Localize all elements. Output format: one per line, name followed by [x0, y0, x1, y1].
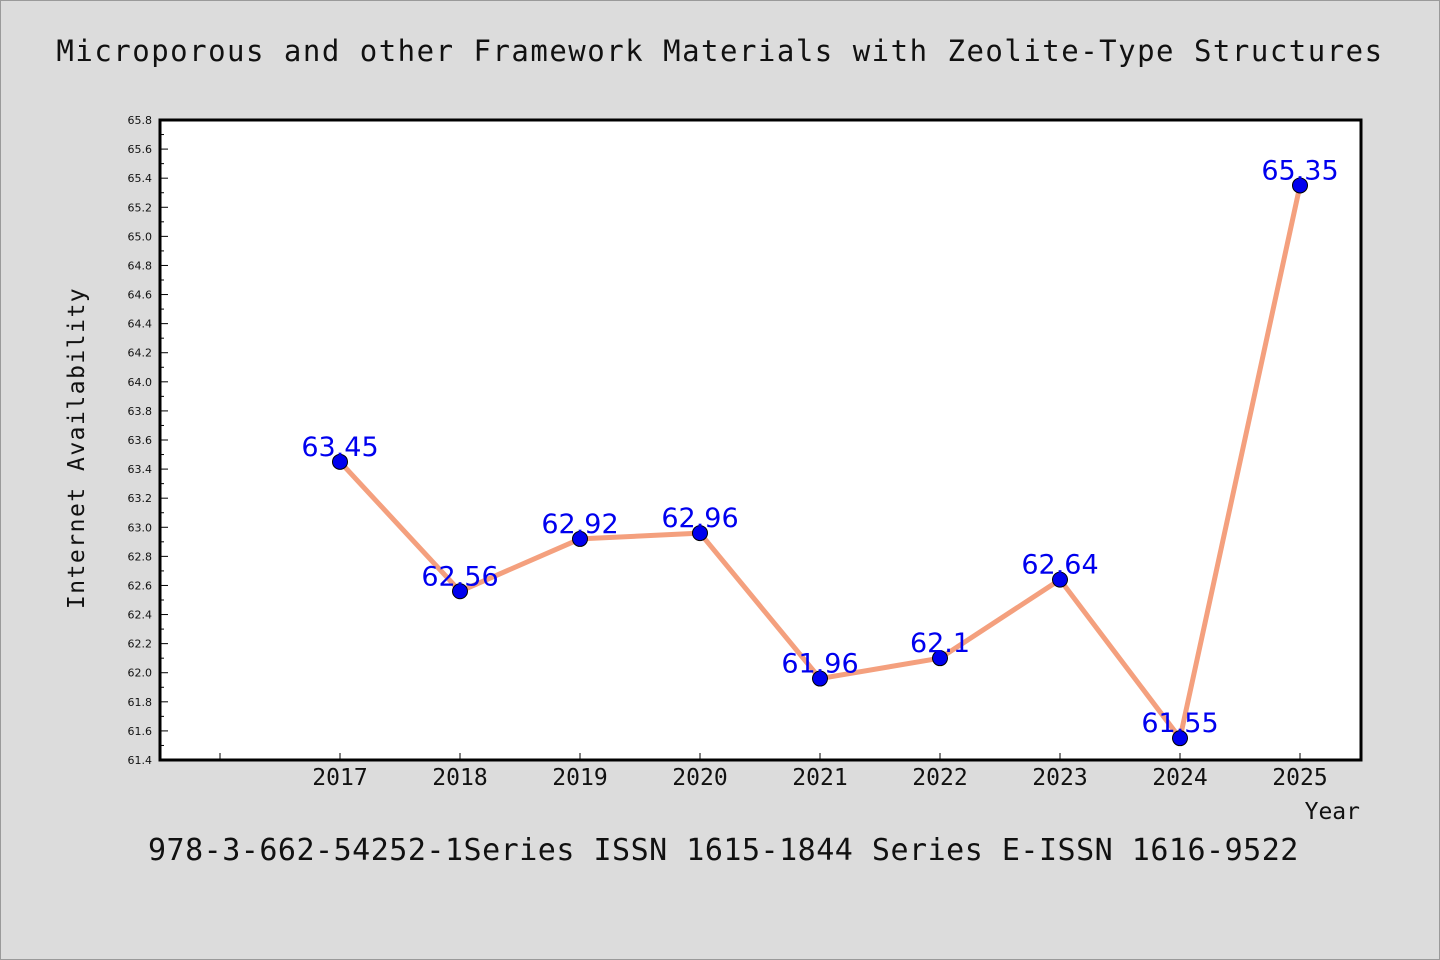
y-tick-label: 63.8 [128, 405, 153, 418]
y-tick-label: 61.8 [128, 696, 153, 709]
y-tick-label: 65.0 [128, 230, 153, 243]
y-tick-label: 65.8 [128, 114, 153, 127]
y-tick-label: 62.2 [128, 638, 153, 651]
y-tick-label: 63.4 [128, 463, 153, 476]
footer-note: 978-3-662-54252-1Series ISSN 1615-1844 S… [148, 833, 1299, 868]
y-tick-label: 64.4 [128, 318, 153, 331]
chart-title: Microporous and other Framework Material… [56, 34, 1384, 68]
data-label: 62.96 [661, 503, 738, 534]
y-tick-label: 65.4 [128, 172, 153, 185]
data-point [572, 530, 588, 547]
y-tick-label: 63.0 [128, 521, 153, 534]
data-point [812, 670, 828, 687]
x-tick-label: 2023 [1032, 765, 1087, 791]
data-point [1052, 571, 1068, 588]
data-label: 62.56 [421, 561, 498, 592]
x-tick-label: 2021 [792, 765, 847, 791]
y-tick-label: 61.6 [128, 725, 153, 738]
y-tick-label: 63.6 [128, 434, 153, 447]
data-label: 62.92 [541, 509, 618, 540]
y-tick-label: 62.8 [128, 550, 153, 563]
data-label: 65.35 [1261, 155, 1338, 186]
data-label: 62.64 [1021, 550, 1098, 581]
y-tick-label: 65.6 [128, 143, 153, 156]
y-tick-label: 64.2 [128, 347, 153, 360]
y-axis-label: Internet Availability [64, 287, 90, 609]
y-tick-label: 65.2 [128, 201, 153, 214]
y-tick-label: 64.0 [128, 376, 153, 389]
y-tick-label: 62.4 [128, 609, 153, 622]
data-label: 62.1 [910, 628, 970, 659]
x-tick-label: 2018 [432, 765, 487, 791]
data-point [452, 583, 468, 600]
y-tick-label: 64.8 [128, 259, 153, 272]
data-point [332, 453, 348, 470]
x-tick-label: 2022 [912, 765, 967, 791]
y-tick-label: 63.2 [128, 492, 153, 505]
data-point [1172, 730, 1188, 747]
data-point [692, 525, 708, 542]
y-tick-label: 62.6 [128, 579, 153, 592]
plot-area [158, 118, 1363, 762]
data-label: 61.96 [781, 649, 858, 680]
data-label: 63.45 [301, 432, 378, 463]
x-tick-label: 2017 [312, 765, 367, 791]
data-label: 61.55 [1141, 708, 1218, 739]
data-point [932, 650, 948, 667]
x-tick-label: 2025 [1272, 765, 1327, 791]
y-tick-label: 64.6 [128, 289, 153, 302]
y-tick-label: 61.4 [128, 754, 153, 767]
x-tick-label: 2024 [1152, 765, 1207, 791]
x-tick-label: 2020 [672, 765, 727, 791]
y-tick-label: 62.0 [128, 667, 153, 680]
x-tick-label: 2019 [552, 765, 607, 791]
x-axis-label: Year [1305, 799, 1360, 825]
data-point [1292, 177, 1308, 194]
